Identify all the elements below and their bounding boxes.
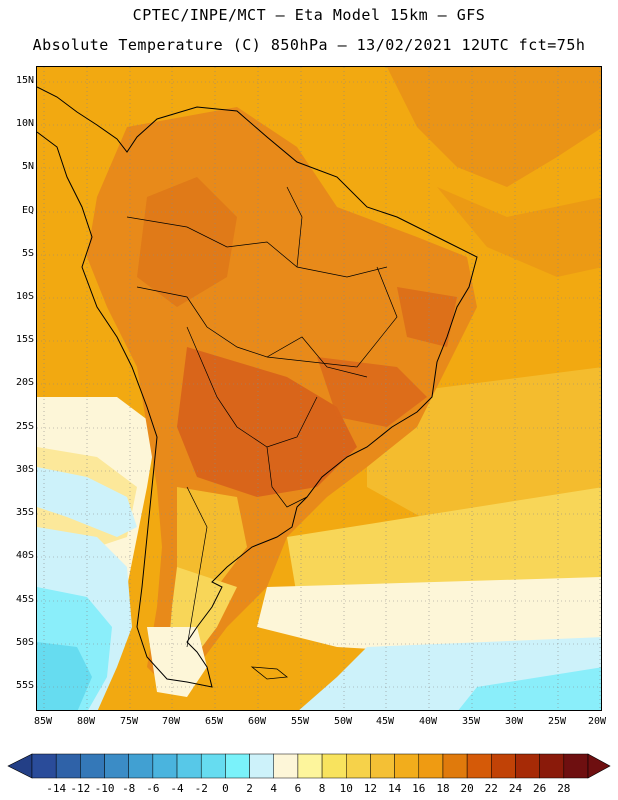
colorbar-swatch bbox=[31, 753, 57, 779]
colorbar-tick-label: 24 bbox=[508, 782, 523, 795]
colorbar-swatch bbox=[55, 753, 81, 779]
warm-ocean-band bbox=[387, 67, 601, 187]
colorbar-swatch bbox=[80, 753, 105, 779]
colorbar-tick-label: 16 bbox=[412, 782, 426, 795]
falklands bbox=[250, 666, 289, 680]
colorbar-tick-label: -10 bbox=[94, 782, 115, 795]
lon-label: 45W bbox=[375, 716, 395, 727]
colorbar-tick-label: -2 bbox=[194, 782, 208, 795]
colorbar-swatch bbox=[297, 753, 323, 779]
colorbar-tick-label: 4 bbox=[270, 782, 278, 795]
lon-label: 85W bbox=[33, 716, 53, 727]
lat-label: 15S bbox=[15, 334, 34, 345]
lon-label: 25W bbox=[547, 716, 567, 727]
lon-label: 30W bbox=[504, 716, 524, 727]
colorbar-swatch bbox=[539, 753, 565, 779]
colorbar-swatch bbox=[104, 753, 129, 779]
lat-label: 20S bbox=[15, 377, 34, 388]
lat-label: 30S bbox=[15, 464, 34, 475]
colorbar-tick-label: 0 bbox=[222, 782, 229, 795]
colorbar-swatch bbox=[515, 753, 540, 779]
colorbar-tick-label: 28 bbox=[557, 782, 571, 795]
colorbar-tick-label: 26 bbox=[533, 782, 547, 795]
colorbar-swatch bbox=[128, 753, 154, 779]
colorbar-swatch bbox=[370, 753, 395, 779]
colorbar-swatch bbox=[225, 753, 250, 779]
temperature-colorbar bbox=[7, 753, 611, 779]
colorbar-swatch bbox=[152, 753, 178, 779]
map-subtitle: Absolute Temperature (C) 850hPa – 13/02/… bbox=[32, 36, 586, 54]
colorbar-swatch bbox=[200, 753, 226, 779]
lat-label: 5S bbox=[21, 248, 34, 259]
colorbar-left-arrow bbox=[7, 753, 33, 779]
lat-label: 5N bbox=[21, 161, 34, 172]
lon-label: 55W bbox=[290, 716, 310, 727]
colorbar-tick-label: 22 bbox=[484, 782, 498, 795]
lat-label: 40S bbox=[15, 550, 34, 561]
lon-label: 65W bbox=[204, 716, 224, 727]
colorbar-tick-label: -14 bbox=[46, 782, 67, 795]
hot-core bbox=[177, 347, 357, 497]
lat-label: 50S bbox=[15, 637, 34, 648]
colorbar-swatch bbox=[418, 753, 444, 779]
lon-label: 80W bbox=[76, 716, 96, 727]
colorbar-swatch bbox=[466, 753, 492, 779]
colorbar-tick-label: 2 bbox=[246, 782, 253, 795]
temperature-field-map bbox=[37, 67, 601, 710]
lat-label: 15N bbox=[15, 75, 34, 86]
colorbar-swatch bbox=[249, 753, 274, 779]
colorbar-tick-label: 6 bbox=[294, 782, 302, 795]
colorbar-tick-label: -4 bbox=[170, 782, 184, 795]
lon-label: 35W bbox=[461, 716, 481, 727]
lat-label: 25S bbox=[15, 421, 34, 432]
colorbar-swatch bbox=[273, 753, 299, 779]
colorbar-tick-label: -6 bbox=[146, 782, 160, 795]
continent-outline bbox=[37, 86, 478, 688]
colorbar-swatch bbox=[442, 753, 468, 779]
lon-label: 70W bbox=[161, 716, 181, 727]
colorbar-tick-label: -8 bbox=[122, 782, 136, 795]
colorbar-swatch bbox=[176, 753, 202, 779]
colorbar-swatch bbox=[346, 753, 371, 779]
lat-label: 45S bbox=[15, 594, 34, 605]
colorbar-tick-label: 20 bbox=[460, 782, 474, 795]
lat-label: 55S bbox=[15, 680, 34, 691]
lat-label: 35S bbox=[15, 507, 34, 518]
lon-label: 75W bbox=[119, 716, 139, 727]
colorbar-tick-label: -12 bbox=[70, 782, 91, 795]
lat-label: 10N bbox=[15, 118, 34, 129]
lon-label: 20W bbox=[587, 716, 607, 727]
colorbar-tick-label: 12 bbox=[363, 782, 378, 795]
lon-label: 60W bbox=[247, 716, 267, 727]
lon-label: 40W bbox=[418, 716, 438, 727]
country-borders bbox=[126, 186, 398, 648]
map-title: CPTEC/INPE/MCT – Eta Model 15km – GFS bbox=[132, 6, 486, 24]
lon-label: 50W bbox=[333, 716, 353, 727]
colorbar-right-arrow bbox=[587, 753, 611, 779]
lat-label: 10S bbox=[15, 291, 34, 302]
colorbar-swatch bbox=[491, 753, 516, 779]
colorbar-tick-label: 18 bbox=[436, 782, 450, 795]
colorbar-tick-label: 10 bbox=[339, 782, 353, 795]
colorbar-tick-label: 14 bbox=[387, 782, 402, 795]
colorbar-tick-label: 8 bbox=[318, 782, 326, 795]
colorbar-swatch bbox=[394, 753, 420, 779]
colorbar-swatch bbox=[321, 753, 347, 779]
cyan-band bbox=[458, 667, 601, 710]
map-panel bbox=[36, 66, 602, 711]
colorbar-swatch bbox=[563, 753, 589, 779]
lat-label: EQ bbox=[21, 205, 34, 216]
